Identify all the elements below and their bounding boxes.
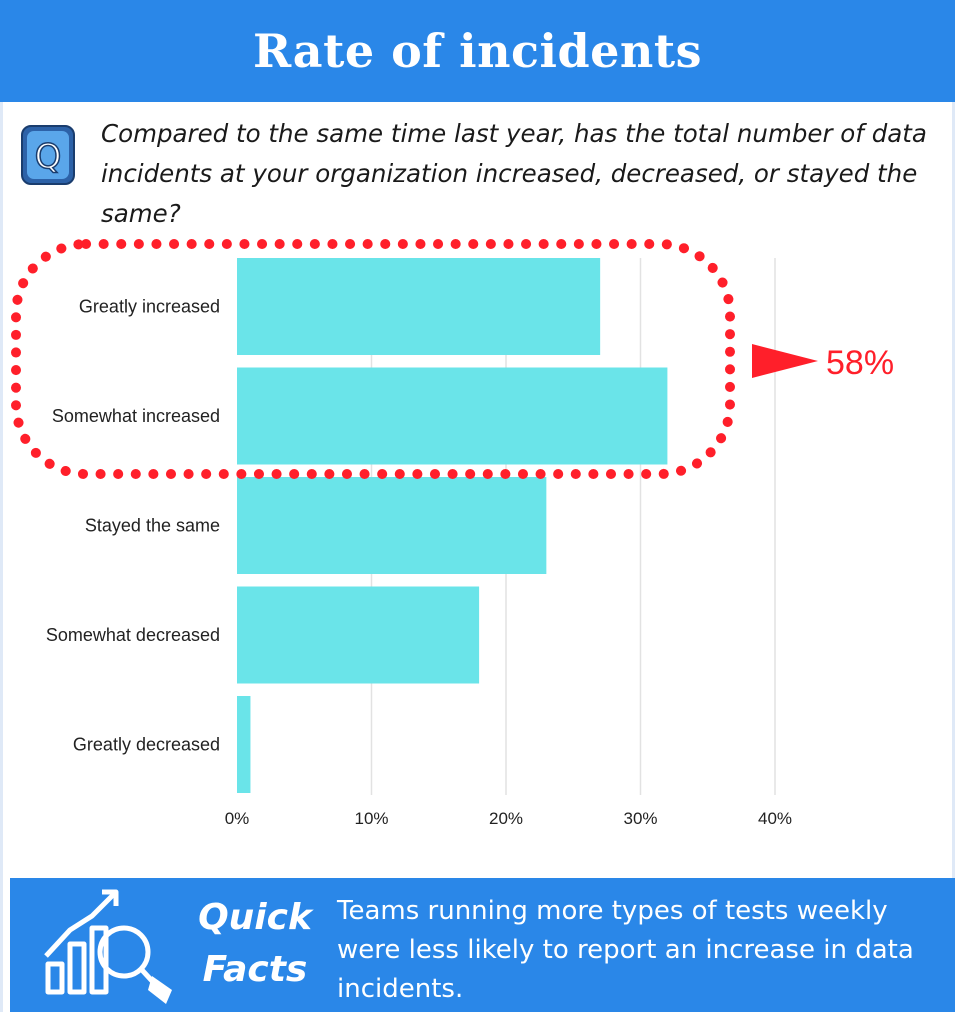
annotation-arrow-icon bbox=[752, 344, 818, 378]
annotation-label: 58% bbox=[826, 344, 894, 382]
question-text: Compared to the same time last year, has… bbox=[101, 119, 927, 228]
category-label: Somewhat increased bbox=[52, 406, 220, 426]
category-label: Greatly decreased bbox=[73, 735, 220, 755]
chart-magnifier-icon bbox=[44, 889, 172, 1004]
category-label: Stayed the same bbox=[85, 516, 220, 536]
question-icon-letter: Q bbox=[35, 137, 62, 177]
x-tick-label: 10% bbox=[354, 809, 388, 828]
quick-facts-banner: Quick Facts Teams running more types of … bbox=[10, 878, 955, 1012]
bar-somewhat-increased bbox=[237, 367, 668, 465]
question-icon: Q bbox=[21, 125, 75, 185]
bar-somewhat-decreased bbox=[237, 586, 480, 684]
header-banner: Rate of incidents bbox=[0, 0, 955, 102]
x-tick-label: 20% bbox=[489, 809, 523, 828]
category-label: Greatly increased bbox=[79, 297, 220, 317]
quick-facts-text: Teams running more types of tests weekly… bbox=[337, 896, 914, 1004]
category-label: Somewhat decreased bbox=[46, 625, 220, 645]
quick-facts-title: Quick Facts bbox=[198, 897, 312, 990]
bar-greatly-decreased bbox=[237, 696, 251, 793]
x-tick-label: 40% bbox=[758, 809, 792, 828]
x-tick-label: 30% bbox=[623, 809, 657, 828]
x-tick-label: 0% bbox=[225, 809, 250, 828]
page-title: Rate of incidents bbox=[252, 24, 703, 78]
bar-stayed-the-same bbox=[237, 477, 547, 574]
bar-greatly-increased bbox=[237, 258, 601, 355]
